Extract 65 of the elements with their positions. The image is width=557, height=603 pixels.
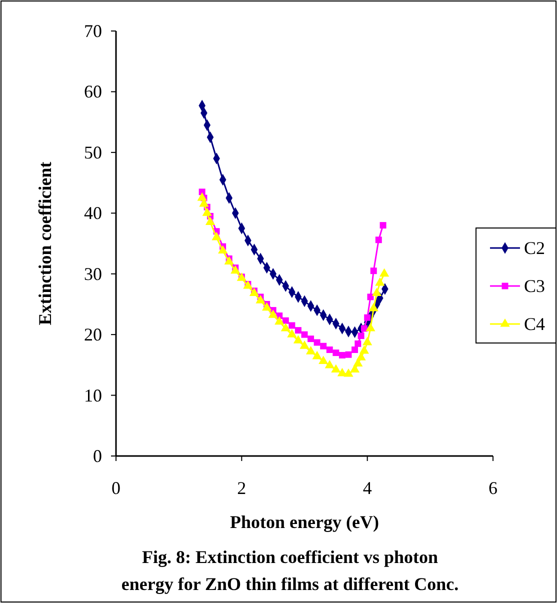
x-tick-label: 0 xyxy=(112,478,120,498)
text: Fig. 8: Extinction coefficient vs photon energy for ZnO thin films at different Conc. xyxy=(121,547,459,594)
y-axis-title: Extinction coefficient xyxy=(35,162,55,326)
point xyxy=(356,352,366,360)
point xyxy=(352,346,358,353)
point xyxy=(308,336,314,342)
point xyxy=(301,331,308,338)
point xyxy=(380,222,386,229)
point xyxy=(202,208,212,216)
point xyxy=(370,268,377,274)
x-axis-title: Photon energy (eV) xyxy=(230,512,379,532)
y-tick-label: 0 xyxy=(93,446,102,466)
y-tick-label: 50 xyxy=(84,142,102,162)
point xyxy=(320,342,327,350)
y-tick-label: 30 xyxy=(84,264,102,284)
point xyxy=(379,268,390,277)
x-tick-label: 4 xyxy=(362,478,372,498)
y-tick-label: 20 xyxy=(84,324,102,345)
point xyxy=(362,336,372,346)
x-tick-label: 2 xyxy=(237,478,246,498)
point xyxy=(338,352,346,358)
point xyxy=(280,322,290,332)
point xyxy=(345,351,352,358)
point xyxy=(366,322,376,332)
legend-label: C2 xyxy=(524,238,546,258)
point xyxy=(367,294,374,300)
point xyxy=(364,314,371,321)
point xyxy=(282,317,289,324)
x-tick-label: 6 xyxy=(488,478,498,498)
y-tick-label: 70 xyxy=(84,21,102,41)
point xyxy=(224,256,234,264)
point xyxy=(358,332,364,340)
point xyxy=(375,236,382,244)
point xyxy=(324,360,334,368)
y-tick-label: 40 xyxy=(84,203,102,224)
point xyxy=(293,335,304,344)
point xyxy=(312,350,322,360)
point xyxy=(294,327,302,334)
point xyxy=(288,322,296,329)
point xyxy=(314,339,320,346)
point xyxy=(318,356,328,364)
legend-label: C3 xyxy=(524,276,546,296)
point xyxy=(274,316,284,325)
point xyxy=(256,295,266,304)
point xyxy=(262,302,272,311)
point xyxy=(218,245,228,254)
point xyxy=(331,364,341,373)
point xyxy=(359,345,369,354)
y-tick-label: 10 xyxy=(84,385,102,406)
point xyxy=(332,350,340,356)
point xyxy=(368,302,378,312)
point xyxy=(344,368,354,377)
point xyxy=(212,232,222,240)
legend-label: C4 xyxy=(524,314,546,334)
point xyxy=(205,216,216,226)
y-tick-label: 60 xyxy=(84,82,102,102)
point xyxy=(230,265,240,274)
point xyxy=(306,346,316,354)
point xyxy=(375,277,385,286)
point xyxy=(287,329,297,338)
point xyxy=(354,340,362,347)
point xyxy=(268,310,278,318)
point xyxy=(326,346,333,353)
point xyxy=(300,340,310,349)
point xyxy=(372,288,382,296)
